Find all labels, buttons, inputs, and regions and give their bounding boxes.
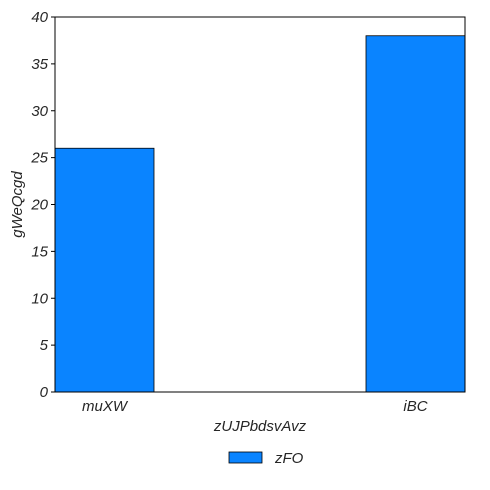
y-tick-label: 5 bbox=[40, 337, 49, 354]
legend-label-zfo: zFO bbox=[274, 450, 304, 467]
x-axis-ticks: muXW iBC bbox=[82, 398, 428, 415]
y-tick-label: 35 bbox=[31, 56, 48, 73]
x-tick-label-muXW: muXW bbox=[82, 398, 129, 415]
bar-muXW bbox=[54, 147, 155, 393]
y-tick-label: 25 bbox=[30, 150, 48, 167]
x-tick-label-iBC: iBC bbox=[403, 398, 427, 415]
y-tick-label: 10 bbox=[31, 290, 48, 307]
y-axis-ticks: 0 5 10 15 20 25 30 35 40 bbox=[30, 9, 55, 401]
plot-area-frame bbox=[54, 16, 466, 393]
legend: zFO bbox=[228, 450, 304, 467]
y-tick-label: 15 bbox=[31, 243, 48, 260]
y-tick-label: 20 bbox=[30, 197, 48, 214]
y-tick-label: 0 bbox=[40, 384, 49, 401]
bars bbox=[54, 35, 466, 393]
y-tick-label: 30 bbox=[31, 103, 48, 120]
x-axis-label: zUJPbdsvAvz bbox=[213, 418, 307, 435]
legend-swatch-zfo bbox=[228, 451, 263, 464]
y-tick-label: 40 bbox=[31, 9, 48, 26]
bar-iBC bbox=[365, 35, 466, 393]
y-axis-label: gWeQcgd bbox=[9, 171, 26, 238]
